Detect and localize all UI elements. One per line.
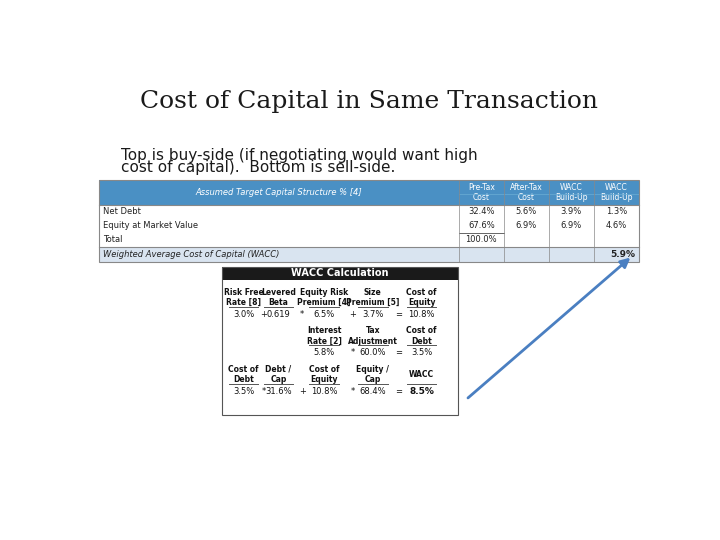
Text: 3.5%: 3.5% xyxy=(411,348,432,357)
Text: Cost of
Equity: Cost of Equity xyxy=(407,288,437,307)
Bar xyxy=(222,267,458,415)
Text: =: = xyxy=(395,387,402,396)
Text: *: * xyxy=(351,348,355,357)
Text: =: = xyxy=(395,310,402,319)
Text: +: + xyxy=(349,310,356,319)
Text: 68.4%: 68.4% xyxy=(359,387,386,396)
Text: WACC
Build-Up: WACC Build-Up xyxy=(555,183,588,202)
Text: 10.8%: 10.8% xyxy=(311,387,337,396)
Text: Tax
Adjustment: Tax Adjustment xyxy=(348,326,398,346)
Text: 5.8%: 5.8% xyxy=(313,348,335,357)
Text: Interest
Rate [2]: Interest Rate [2] xyxy=(307,326,341,346)
Text: 10.8%: 10.8% xyxy=(408,310,435,319)
Text: Equity /
Cap: Equity / Cap xyxy=(356,364,390,384)
Text: 4.6%: 4.6% xyxy=(606,221,627,230)
Text: 3.7%: 3.7% xyxy=(362,310,384,319)
Text: 100.0%: 100.0% xyxy=(466,235,498,244)
Text: 60.0%: 60.0% xyxy=(359,348,386,357)
Text: Equity at Market Value: Equity at Market Value xyxy=(103,221,198,230)
Text: 67.6%: 67.6% xyxy=(468,221,495,230)
Text: 3.9%: 3.9% xyxy=(561,207,582,217)
Text: Cost of
Debt: Cost of Debt xyxy=(407,326,437,346)
Text: Levered
Beta: Levered Beta xyxy=(261,288,296,307)
Text: 0.619: 0.619 xyxy=(266,310,290,319)
Text: Equity Risk
Premium [4]: Equity Risk Premium [4] xyxy=(297,288,351,307)
Text: 6.9%: 6.9% xyxy=(561,221,582,230)
Text: *: * xyxy=(351,387,355,396)
Text: +: + xyxy=(260,310,267,319)
Bar xyxy=(99,247,639,262)
Text: 6.9%: 6.9% xyxy=(516,221,537,230)
Bar xyxy=(222,280,458,415)
Text: =: = xyxy=(395,348,402,357)
Text: WACC Calculation: WACC Calculation xyxy=(291,268,389,279)
Text: Cost of
Equity: Cost of Equity xyxy=(309,364,339,384)
Text: WACC
Build-Up: WACC Build-Up xyxy=(600,183,632,202)
Text: Cost of Capital in Same Transaction: Cost of Capital in Same Transaction xyxy=(140,90,598,113)
Text: 1.3%: 1.3% xyxy=(606,207,627,217)
Text: Pre-Tax
Cost: Pre-Tax Cost xyxy=(468,183,495,202)
Text: *: * xyxy=(300,310,305,319)
Text: WACC: WACC xyxy=(409,370,434,379)
Bar xyxy=(222,267,458,280)
Bar xyxy=(99,180,639,262)
Text: Total: Total xyxy=(103,235,122,244)
Text: 8.5%: 8.5% xyxy=(409,387,434,396)
Text: 31.6%: 31.6% xyxy=(265,387,292,396)
Bar xyxy=(99,180,639,205)
Text: Debt /
Cap: Debt / Cap xyxy=(265,364,292,384)
Text: 3.5%: 3.5% xyxy=(233,387,254,396)
Text: 6.5%: 6.5% xyxy=(313,310,335,319)
Text: 5.9%: 5.9% xyxy=(610,249,635,259)
Text: Weighted Average Cost of Capital (WACC): Weighted Average Cost of Capital (WACC) xyxy=(103,249,279,259)
Text: Top is buy-side (if negotiating would want high: Top is buy-side (if negotiating would wa… xyxy=(121,148,477,163)
Text: Cost of
Debt: Cost of Debt xyxy=(228,364,258,384)
Text: Risk Free
Rate [8]: Risk Free Rate [8] xyxy=(224,288,264,307)
Text: Assumed Target Capital Structure % [4]: Assumed Target Capital Structure % [4] xyxy=(196,188,362,197)
Text: +: + xyxy=(299,387,306,396)
Text: After-Tax
Cost: After-Tax Cost xyxy=(510,183,543,202)
Text: Net Debt: Net Debt xyxy=(103,207,141,217)
Text: cost of capital).  Bottom is sell-side.: cost of capital). Bottom is sell-side. xyxy=(121,160,395,176)
Text: Size
Premium [5]: Size Premium [5] xyxy=(346,288,400,307)
Text: 5.6%: 5.6% xyxy=(516,207,537,217)
Text: 3.0%: 3.0% xyxy=(233,310,254,319)
Text: 32.4%: 32.4% xyxy=(468,207,495,217)
Text: *: * xyxy=(261,387,266,396)
Bar xyxy=(99,205,639,247)
